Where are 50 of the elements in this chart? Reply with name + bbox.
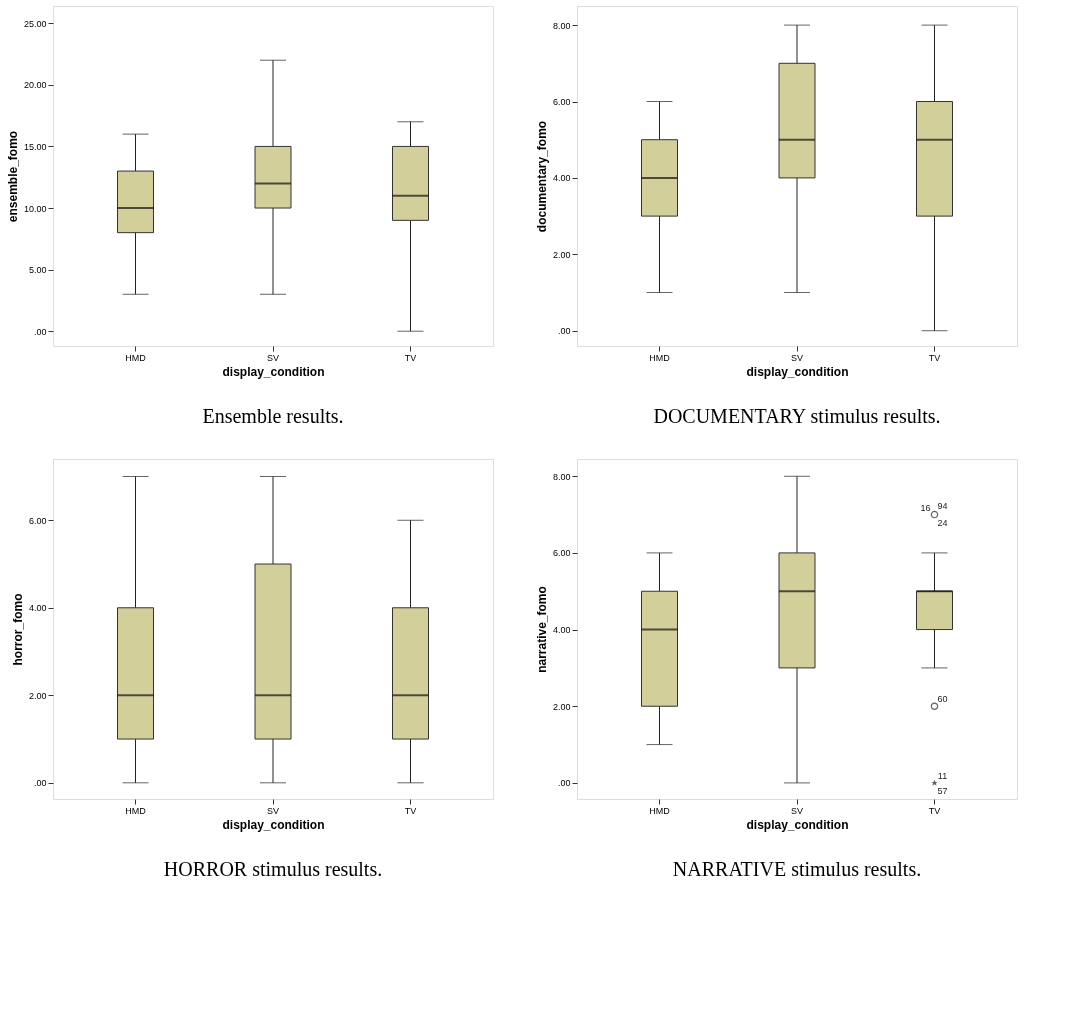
text: Ensemble results. — [202, 405, 344, 427]
x-tick-label: SV — [790, 805, 804, 816]
x-axis-title: display_condition — [746, 817, 849, 832]
y-tick-label: .00 — [33, 778, 47, 789]
y-tick-label: 8.00 — [552, 20, 571, 31]
annotation: 94 — [937, 500, 948, 511]
y-tick-label: .00 — [557, 778, 571, 789]
x-axis-title: display_condition — [222, 817, 325, 832]
text: NARRATIVE stimulus results. — [672, 858, 922, 880]
y-tick-label: 6.00 — [552, 97, 571, 108]
y-tick-label: 6.00 — [28, 515, 47, 526]
x-tick-label: TV — [404, 805, 417, 816]
y-axis-title: horror_fomo — [10, 593, 25, 666]
annotation: 16 — [920, 502, 931, 513]
y-axis-title: documentary_fomo — [534, 120, 549, 233]
y-tick-label: 15.00 — [23, 141, 47, 152]
y-tick-label: 5.00 — [28, 265, 47, 276]
x-tick-label: HMD — [125, 805, 147, 816]
y-tick-label: 2.00 — [28, 690, 47, 701]
annotation: 60 — [937, 694, 948, 705]
x-axis-title: display_condition — [746, 364, 849, 379]
y-tick-label: 6.00 — [552, 548, 571, 559]
x-tick-label: TV — [404, 352, 417, 363]
text: DOCUMENTARY stimulus results. — [653, 405, 941, 427]
y-tick-label: 10.00 — [23, 203, 47, 214]
x-tick-label: TV — [928, 352, 941, 363]
y-tick-label: .00 — [33, 326, 47, 337]
x-tick-label: SV — [266, 352, 280, 363]
y-tick-label: 4.00 — [552, 173, 571, 184]
x-tick-label: HMD — [649, 352, 671, 363]
y-tick-label: 2.00 — [552, 249, 571, 260]
y-axis-title: ensemble_fomo — [5, 130, 20, 223]
x-axis-title: display_condition — [222, 364, 325, 379]
x-tick-label: TV — [928, 805, 941, 816]
y-tick-label: 2.00 — [552, 701, 571, 712]
annotation: 24 — [937, 517, 948, 528]
y-tick-label: 20.00 — [23, 80, 47, 91]
y-tick-label: 4.00 — [28, 603, 47, 614]
y-tick-label: 4.00 — [552, 625, 571, 636]
x-tick-label: HMD — [649, 805, 671, 816]
x-tick-label: SV — [266, 805, 280, 816]
text: HORROR stimulus results. — [163, 858, 383, 880]
y-tick-label: .00 — [557, 326, 571, 337]
y-axis-title: narrative_fomo — [534, 586, 549, 673]
x-tick-label: SV — [790, 352, 804, 363]
y-tick-label: 8.00 — [552, 471, 571, 482]
x-tick-label: HMD — [125, 352, 147, 363]
annotation: 57 — [937, 785, 948, 796]
y-tick-label: 25.00 — [23, 18, 47, 29]
annotation: 11 — [937, 770, 948, 781]
